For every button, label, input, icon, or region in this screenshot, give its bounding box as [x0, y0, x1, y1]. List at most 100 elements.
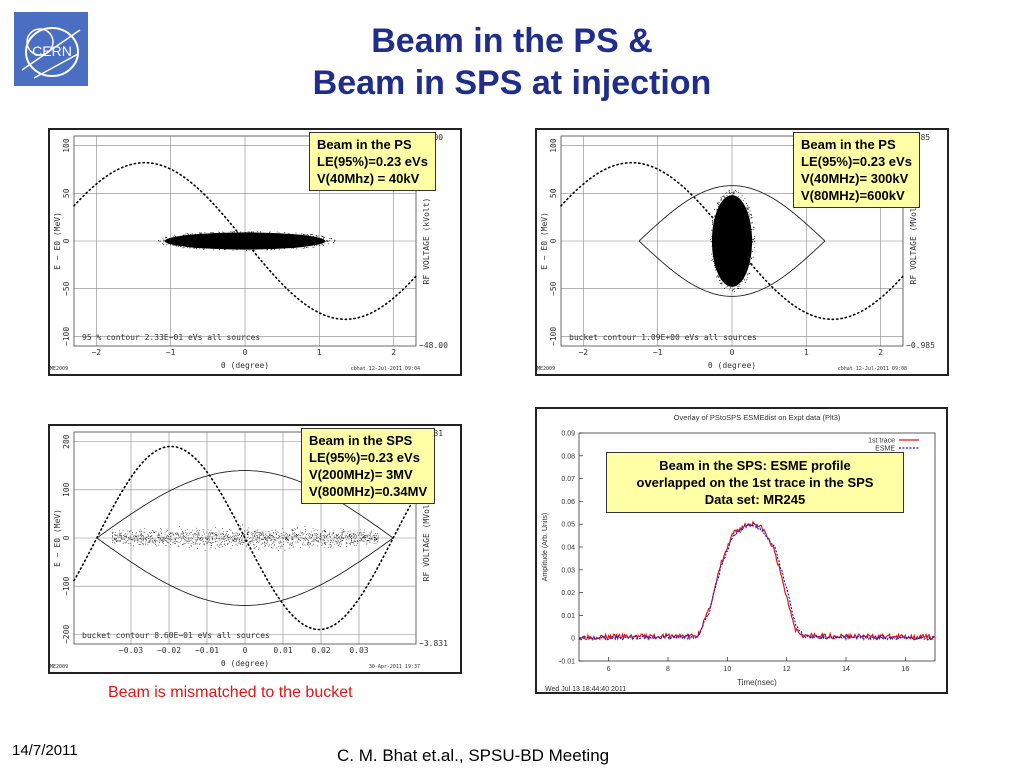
- y-axis-label: E − E0 (MeV): [53, 509, 62, 567]
- callout-line: V(40MHz)= 300kV: [801, 171, 909, 186]
- y-tick-label: 0.04: [561, 545, 575, 552]
- y-tick-label: 50: [549, 188, 558, 198]
- bucket-upper-separatrix: [96, 470, 394, 539]
- trace-esme: [578, 522, 936, 642]
- plot-corner-left: ESME2009: [537, 366, 555, 372]
- callout-line: LE(95%)=0.23 eVs: [309, 450, 420, 465]
- callout-ps-40mhz: Beam in the PS LE(95%)=0.23 eVs V(40Mhz)…: [309, 132, 436, 191]
- y-tick-label: −50: [62, 281, 71, 296]
- callout-line: Beam in the PS: [801, 137, 896, 152]
- x-tick-label: 0.03: [349, 646, 368, 655]
- beam-distribution: [112, 524, 379, 551]
- y-tick-label: 0: [62, 238, 71, 243]
- slide-date: 14/7/2011: [12, 742, 78, 759]
- callout-sps-rf: Beam in the SPS LE(95%)=0.23 eVs V(200MH…: [301, 428, 436, 504]
- x-tick-label: 0: [730, 348, 735, 357]
- plot-corner-right: cbhat 12-Jul-2011 09:04: [351, 366, 420, 372]
- x-tick-label: 12: [783, 666, 791, 673]
- y-tick-label: 0.05: [561, 522, 575, 529]
- bucket-upper-separatrix: [638, 185, 826, 242]
- y2-axis-label: RF VOLTAGE (kVolt): [422, 198, 431, 285]
- sps-phase-space-plot-svg: −0.03 −0.02 −0.01 0 0.01 0.02 0.03 −200 −100 0 100…: [50, 429, 448, 670]
- bucket-lower-separatrix: [96, 537, 394, 606]
- callout-line: Beam in the SPS: [309, 433, 413, 448]
- x-tick-label: −0.02: [157, 646, 181, 655]
- y-tick-label: 0.06: [561, 499, 575, 506]
- x-tick-label: 16: [901, 666, 909, 673]
- x-axis-label: θ (degree): [708, 361, 756, 370]
- callout-line: V(40Mhz) = 40kV: [317, 171, 420, 186]
- y-tick-label: 0.07: [561, 476, 575, 483]
- rf-voltage-curve: [73, 445, 417, 631]
- x-tick-label: −1: [653, 348, 663, 357]
- x-tick-label: 0.02: [311, 646, 330, 655]
- callout-line: V(800MHz)=0.34MV: [309, 484, 428, 499]
- x-tick-label: 1: [317, 348, 322, 357]
- slide-footer: C. M. Bhat et.al., SPSU-BD Meeting: [337, 746, 610, 765]
- x-tick-label: −2: [578, 348, 588, 357]
- plot-frame: [73, 431, 417, 645]
- y-tick-label: 100: [62, 482, 71, 497]
- x-tick-label: 10: [723, 666, 731, 673]
- y-tick-label: 100: [62, 138, 71, 153]
- beam-halo: [710, 190, 756, 292]
- y-tick-label: −50: [549, 281, 558, 296]
- y2-axis-label: RF VOLTAGE (MVolt): [909, 198, 918, 285]
- beam-distribution: [711, 195, 753, 287]
- y-axis-label: Amplitude (Arb. Units): [542, 513, 549, 581]
- y-tick-label: −100: [62, 576, 71, 595]
- callout-line: Beam in the SPS: ESME profile: [659, 458, 851, 473]
- trace-first: [578, 520, 936, 642]
- x-tick-label: −0.03: [119, 646, 143, 655]
- y2-axis-label: RF VOLTAGE (MVolt): [422, 495, 431, 582]
- x-axis-label: Time(nsec): [737, 678, 777, 687]
- callout-line: LE(95%)=0.23 eVs: [317, 154, 428, 169]
- esme-profile-overlay-chart: Overlay of PStoSPS ESMEdist on Expt data…: [535, 407, 948, 694]
- slide-title-line-1: Beam in the PS &: [371, 22, 653, 60]
- x-tick-label: 0: [243, 348, 248, 357]
- y2-tick-label: −3.831: [419, 639, 448, 648]
- plot-corner-left: ESME2009: [50, 664, 68, 670]
- callout-line: V(200MHz)= 3MV: [309, 467, 413, 482]
- y-tick-label: 50: [62, 188, 71, 198]
- callout-line: Beam in the PS: [317, 137, 412, 152]
- cern-logo: CERN: [14, 12, 88, 86]
- y-tick-label: 0.01: [561, 613, 575, 620]
- plot-annotation: 95 % contour 2.33E−01 eVs all sources: [82, 333, 260, 342]
- y-tick-label: 100: [549, 138, 558, 153]
- plot-frame: [560, 135, 904, 347]
- legend-label: 1st trace: [868, 438, 895, 445]
- y-axis-label: E − E0 (MeV): [53, 212, 62, 270]
- y-tick-label: −100: [549, 327, 558, 346]
- legend-label: ESME: [875, 446, 895, 453]
- x-axis-label: θ (degree): [221, 361, 269, 370]
- callout-line: V(80MHz)=600kV: [801, 188, 905, 203]
- plot-corner-right: cbhat 12-Jul-2011 09:08: [838, 366, 907, 372]
- x-tick-label: 2: [391, 348, 396, 357]
- x-tick-label: 14: [842, 666, 850, 673]
- y2-tick-label: −0.985: [906, 341, 935, 350]
- plot-corner-left: ESME2009: [50, 366, 68, 372]
- y-tick-label: 0.09: [561, 431, 575, 438]
- beam-halo: [158, 231, 336, 251]
- x-tick-label: 6: [607, 666, 611, 673]
- plot-annotation: bucket contour 8.60E−01 eVs all sources: [82, 631, 270, 640]
- chart-title: Overlay of PStoSPS ESMEdist on Expt data…: [674, 413, 841, 422]
- y-tick-label: -0.01: [559, 659, 575, 666]
- x-tick-label: −2: [91, 348, 101, 357]
- callout-line: overlapped on the 1st trace in the SPS: [636, 475, 874, 490]
- y-axis-label: E − E0 (MeV): [540, 212, 549, 270]
- y-tick-label: 0.02: [561, 590, 575, 597]
- chart-timestamp: Wed Jul 13 18:44:40 2011: [545, 686, 626, 692]
- callout-line: Data set: MR245: [704, 492, 806, 507]
- slide-title-line-2: Beam in SPS at injection: [312, 64, 712, 102]
- y2-tick-label: −48.00: [419, 341, 448, 350]
- beam-distribution: [164, 232, 326, 250]
- y-tick-label: −100: [62, 327, 71, 346]
- plot-corner-right: 30-Apr-2011 19:37: [369, 664, 420, 670]
- y-tick-label: 0.03: [561, 567, 575, 574]
- x-tick-label: 8: [666, 666, 670, 673]
- mismatch-note: Beam is mismatched to the bucket: [108, 684, 353, 701]
